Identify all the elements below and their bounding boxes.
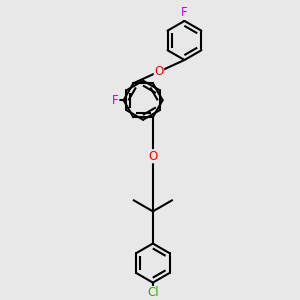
- Text: F: F: [112, 94, 119, 107]
- Text: Cl: Cl: [147, 286, 159, 299]
- Text: O: O: [148, 150, 158, 163]
- Text: F: F: [181, 6, 188, 20]
- Text: O: O: [154, 65, 164, 78]
